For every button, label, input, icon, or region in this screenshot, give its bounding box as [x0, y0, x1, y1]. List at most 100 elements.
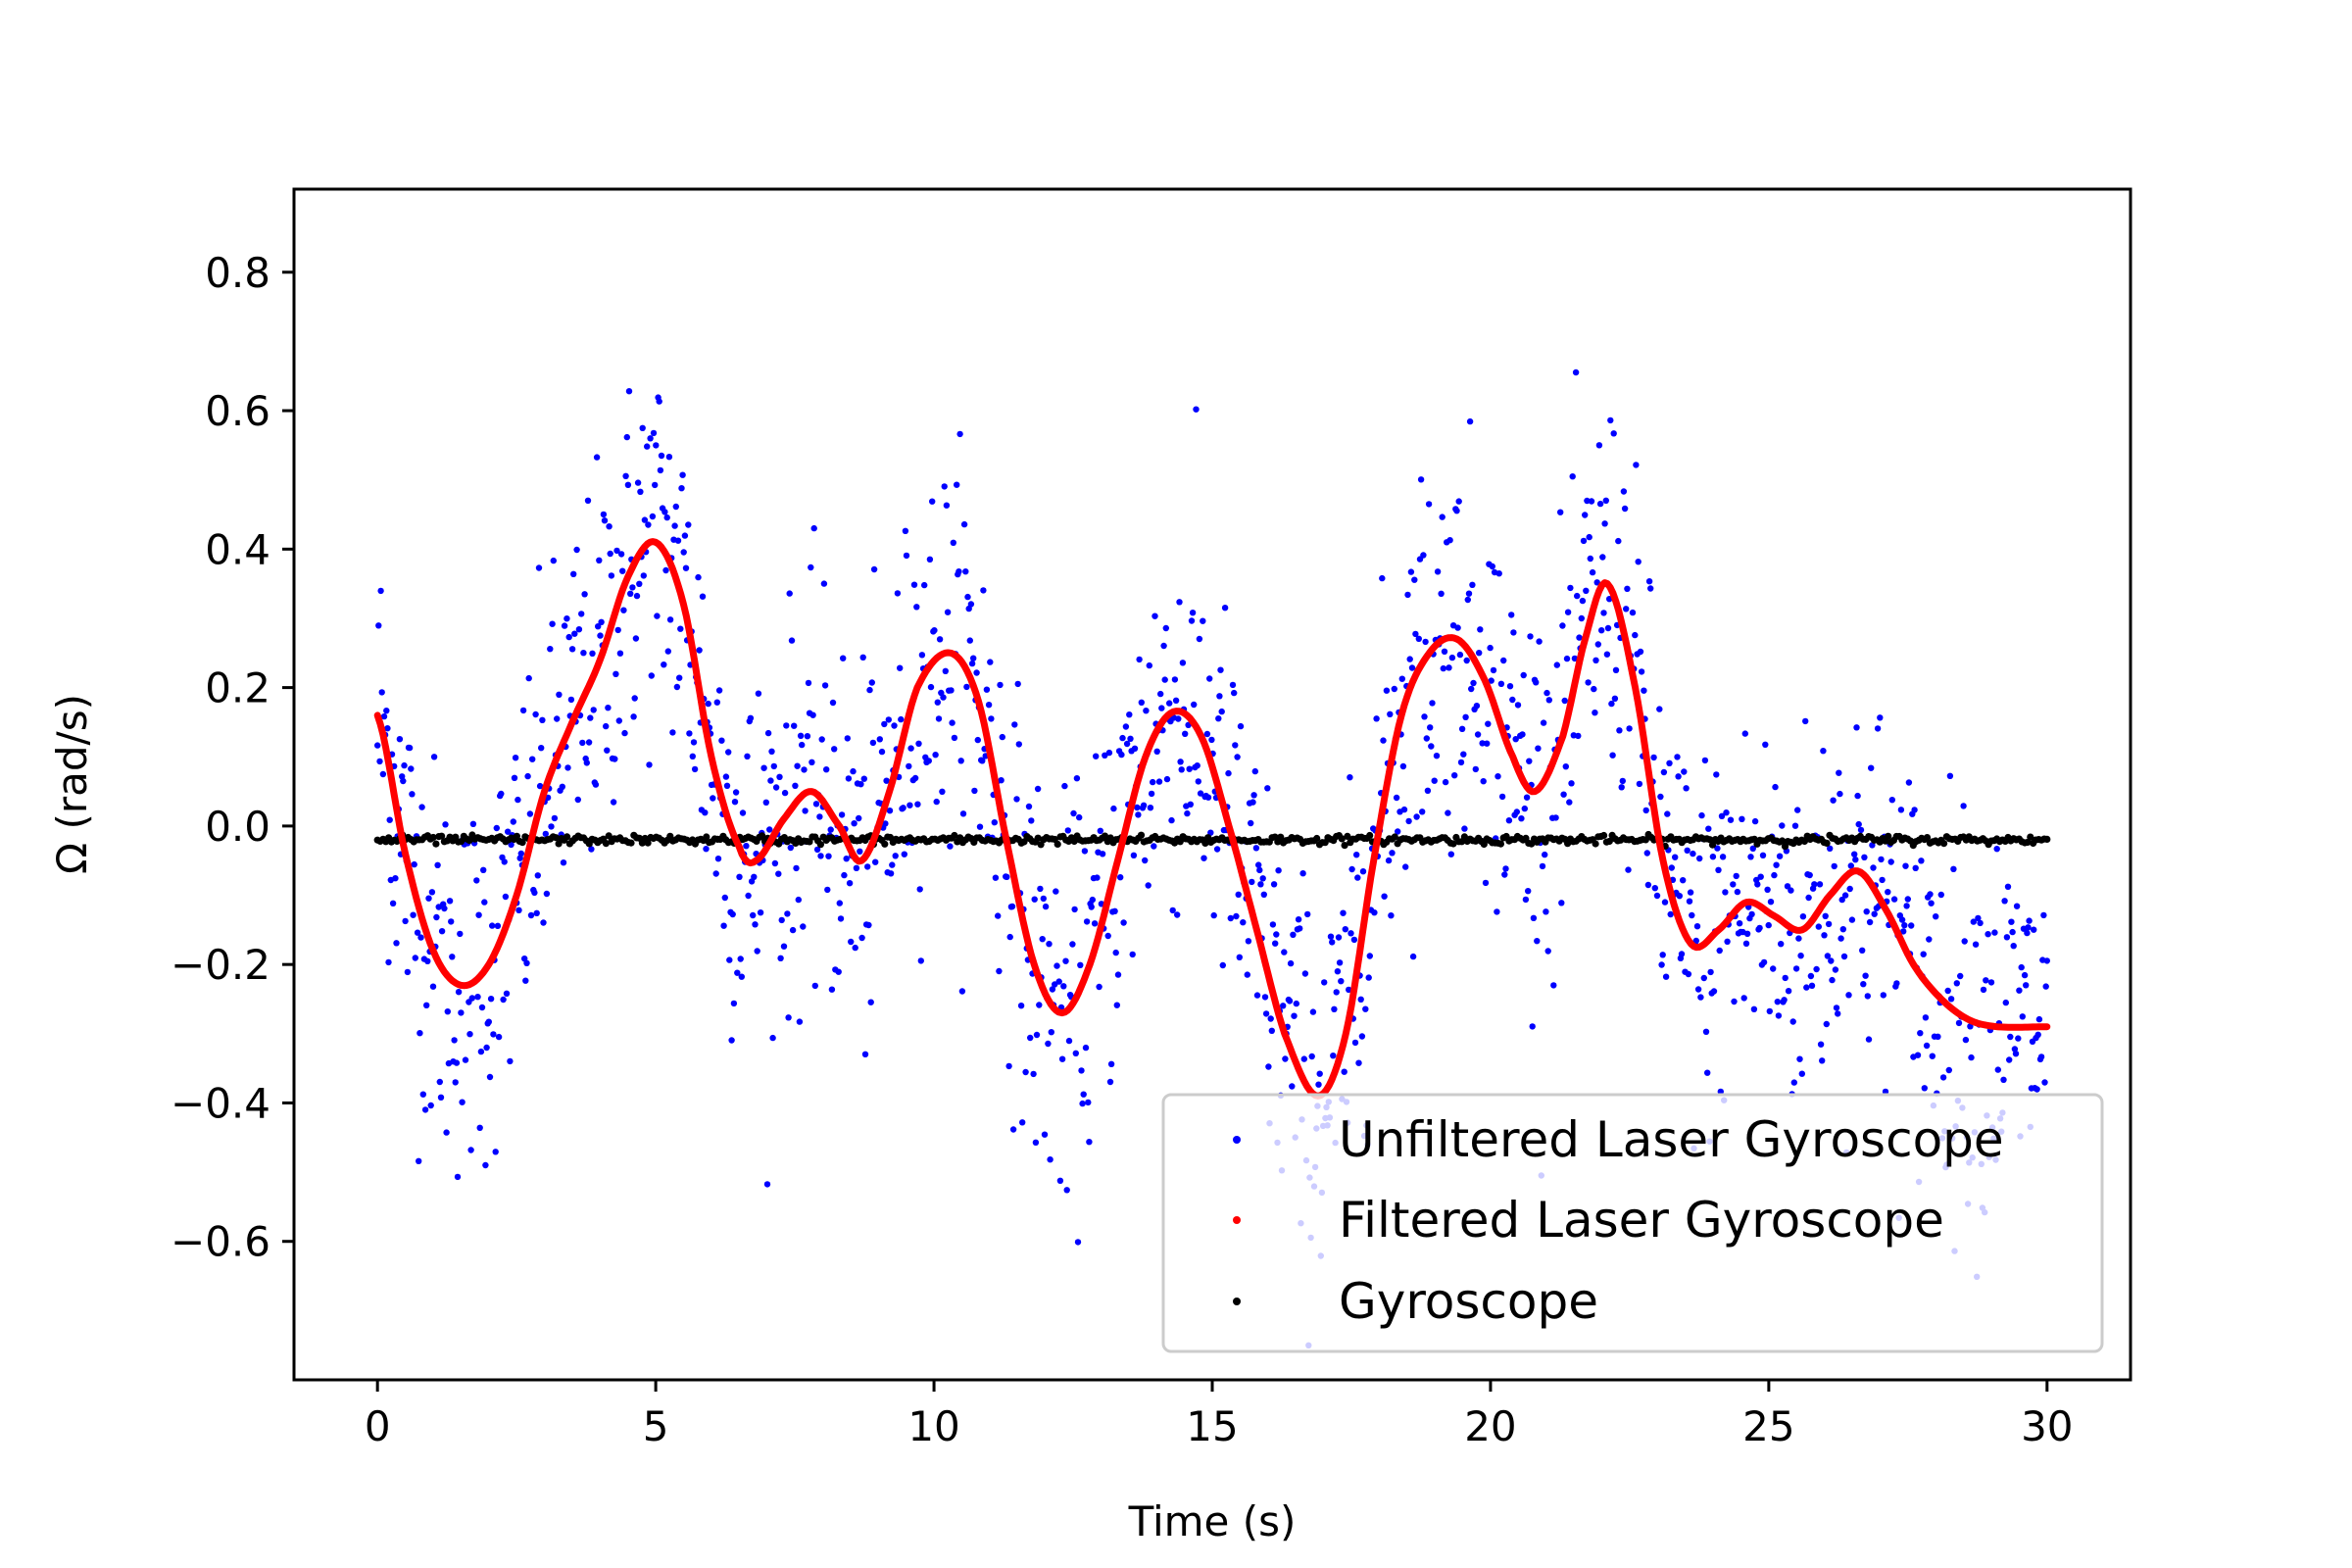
unfiltered-point: [949, 719, 956, 726]
unfiltered-point: [825, 853, 832, 859]
unfiltered-point: [527, 911, 535, 919]
unfiltered-point: [1945, 1066, 1953, 1074]
unfiltered-point: [1041, 1131, 1049, 1138]
unfiltered-point: [1362, 1005, 1369, 1012]
gyroscope-point: [881, 840, 889, 848]
unfiltered-point: [808, 759, 815, 765]
unfiltered-point: [671, 522, 678, 529]
unfiltered-point: [804, 733, 811, 740]
unfiltered-point: [929, 498, 936, 505]
unfiltered-point: [385, 958, 392, 966]
unfiltered-point: [1466, 417, 1474, 425]
unfiltered-point: [2040, 911, 2047, 919]
unfiltered-point: [666, 616, 674, 623]
unfiltered-point: [673, 683, 681, 691]
unfiltered-point: [1060, 983, 1067, 990]
unfiltered-point: [640, 572, 647, 579]
unfiltered-point: [1747, 854, 1754, 860]
unfiltered-point: [1911, 807, 1918, 813]
unfiltered-point: [1140, 802, 1148, 808]
unfiltered-point: [775, 870, 782, 877]
unfiltered-point: [1618, 784, 1625, 791]
unfiltered-point: [1760, 958, 1768, 966]
unfiltered-point: [1772, 783, 1779, 791]
unfiltered-point: [699, 593, 707, 600]
unfiltered-point: [967, 601, 975, 608]
unfiltered-point: [1754, 881, 1761, 888]
unfiltered-point: [1579, 597, 1587, 605]
unfiltered-point: [1472, 765, 1480, 773]
gyroscope-point: [1338, 835, 1346, 843]
unfiltered-point: [1927, 891, 1934, 898]
unfiltered-point: [738, 973, 745, 980]
unfiltered-point: [1093, 753, 1100, 760]
unfiltered-point: [1424, 787, 1432, 794]
y-tick-label: −0.2: [171, 941, 270, 989]
unfiltered-point: [564, 764, 571, 771]
unfiltered-point: [1025, 803, 1033, 810]
unfiltered-point: [510, 818, 516, 825]
unfiltered-point: [1442, 778, 1449, 786]
unfiltered-point: [1233, 912, 1240, 920]
unfiltered-point: [844, 735, 851, 742]
unfiltered-point: [622, 472, 629, 479]
unfiltered-point: [1693, 923, 1701, 930]
unfiltered-point: [1650, 754, 1657, 761]
unfiltered-point: [1245, 938, 1252, 945]
unfiltered-point: [702, 809, 709, 816]
unfiltered-point: [589, 650, 596, 657]
unfiltered-point: [915, 740, 922, 747]
unfiltered-point: [1666, 760, 1673, 766]
unfiltered-point: [1756, 924, 1763, 932]
unfiltered-point: [402, 917, 409, 925]
unfiltered-point: [664, 648, 671, 655]
unfiltered-point: [963, 683, 970, 691]
unfiltered-point: [2016, 987, 2023, 994]
unfiltered-point: [1874, 725, 1882, 732]
unfiltered-point: [689, 753, 696, 760]
unfiltered-point: [1929, 1053, 1936, 1059]
unfiltered-point: [960, 520, 968, 528]
unfiltered-point: [1069, 941, 1076, 948]
unfiltered-point: [1446, 664, 1452, 671]
unfiltered-point: [1520, 671, 1527, 679]
unfiltered-point: [1662, 973, 1670, 980]
unfiltered-point: [1561, 697, 1568, 705]
unfiltered-point: [1839, 926, 1847, 933]
unfiltered-point: [1494, 908, 1500, 915]
unfiltered-point: [1782, 974, 1788, 982]
unfiltered-point: [1535, 745, 1542, 752]
unfiltered-point: [2043, 957, 2050, 964]
unfiltered-point: [2000, 1076, 2007, 1084]
unfiltered-point: [1272, 940, 1279, 947]
unfiltered-point: [956, 568, 962, 575]
unfiltered-point: [1045, 1040, 1052, 1048]
unfiltered-point: [1562, 763, 1570, 770]
unfiltered-point: [2008, 918, 2015, 925]
unfiltered-point: [1852, 857, 1859, 863]
unfiltered-point: [533, 909, 540, 916]
unfiltered-point: [1962, 1036, 1970, 1044]
unfiltered-point: [561, 622, 568, 629]
unfiltered-point: [1696, 855, 1703, 862]
gyroscope-point: [1277, 833, 1285, 841]
unfiltered-point: [848, 938, 855, 946]
unfiltered-point: [1739, 815, 1745, 822]
unfiltered-point: [1428, 743, 1435, 750]
unfiltered-point: [658, 452, 665, 460]
unfiltered-point: [942, 667, 949, 674]
unfiltered-point: [1055, 978, 1062, 985]
unfiltered-point: [423, 1002, 430, 1008]
unfiltered-point: [1019, 1119, 1026, 1126]
unfiltered-point: [808, 564, 814, 571]
unfiltered-point: [686, 730, 693, 737]
unfiltered-point: [1845, 992, 1852, 999]
unfiltered-point: [703, 846, 710, 853]
unfiltered-point: [1094, 874, 1101, 881]
unfiltered-point: [418, 804, 425, 810]
unfiltered-point: [565, 633, 572, 641]
unfiltered-point: [1977, 919, 1984, 927]
unfiltered-point: [515, 906, 522, 913]
unfiltered-point: [751, 873, 758, 880]
unfiltered-point: [925, 758, 932, 764]
